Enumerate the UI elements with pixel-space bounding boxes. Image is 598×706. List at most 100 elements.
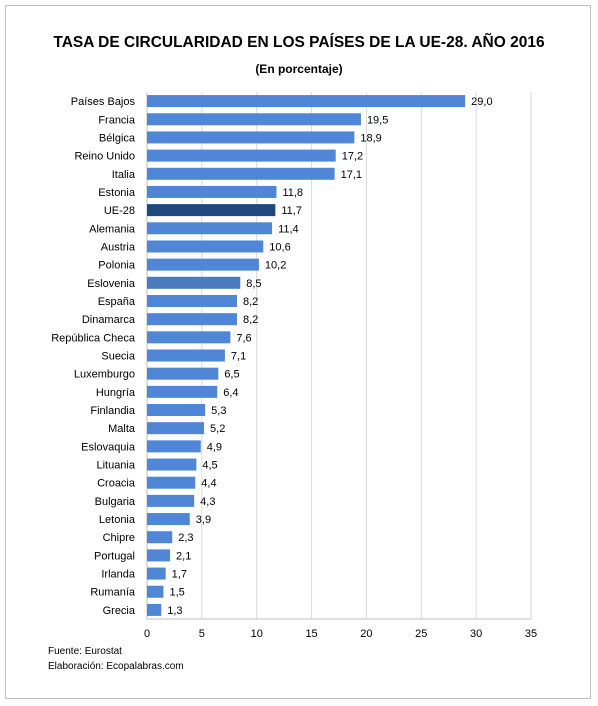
bar xyxy=(147,494,195,507)
category-label: Bulgaria xyxy=(95,496,136,508)
value-label: 18,9 xyxy=(360,132,381,144)
value-label: 10,2 xyxy=(265,260,286,272)
bar xyxy=(147,313,237,326)
category-label: Lituania xyxy=(96,460,135,472)
bar xyxy=(147,404,206,417)
category-label: Dinamarca xyxy=(82,314,136,326)
value-label: 29,0 xyxy=(471,96,492,108)
bar xyxy=(147,113,361,126)
bar xyxy=(147,585,164,598)
category-label: Reino Unido xyxy=(74,151,135,163)
value-label: 5,2 xyxy=(210,423,225,435)
category-label: Italia xyxy=(112,169,136,181)
bar xyxy=(147,567,166,580)
bar xyxy=(147,331,231,344)
bar xyxy=(147,603,162,616)
x-tick-label: 30 xyxy=(470,628,482,640)
category-label: Croacia xyxy=(97,478,136,490)
x-tick-label: 15 xyxy=(305,628,317,640)
value-label: 17,1 xyxy=(341,169,362,181)
value-label: 11,7 xyxy=(281,205,302,217)
category-label: Letonia xyxy=(99,514,136,526)
bar xyxy=(147,258,259,271)
bar xyxy=(147,422,205,435)
bar xyxy=(147,95,466,108)
value-label: 7,6 xyxy=(236,332,251,344)
chart-title: TASA DE CIRCULARIDAD EN LOS PAÍSES DE LA… xyxy=(53,34,545,51)
value-label: 5,3 xyxy=(211,405,226,417)
value-label: 8,5 xyxy=(246,278,261,290)
value-label: 2,3 xyxy=(178,532,193,544)
value-label: 6,5 xyxy=(224,369,239,381)
value-label: 10,6 xyxy=(269,241,290,253)
bar xyxy=(147,222,273,235)
category-label: Malta xyxy=(108,423,136,435)
x-tick-label: 25 xyxy=(415,628,427,640)
value-label: 1,7 xyxy=(172,569,187,581)
value-label: 7,1 xyxy=(231,351,246,363)
category-label: República Checa xyxy=(51,332,136,344)
x-tick-label: 10 xyxy=(251,628,263,640)
source-note: Fuente: Eurostat xyxy=(48,646,122,657)
category-label: Chipre xyxy=(103,532,135,544)
category-label: Rumanía xyxy=(90,587,136,599)
bar xyxy=(147,149,336,162)
bar xyxy=(147,367,219,380)
bar xyxy=(147,204,276,217)
bar xyxy=(147,513,190,526)
x-tick-label: 5 xyxy=(199,628,205,640)
value-label: 8,2 xyxy=(243,296,258,308)
category-label: Irlanda xyxy=(101,569,136,581)
value-label: 1,3 xyxy=(167,605,182,617)
category-label: UE-28 xyxy=(104,205,135,217)
category-label: Eslovenia xyxy=(87,278,136,290)
x-tick-label: 20 xyxy=(360,628,372,640)
category-label: Finlandia xyxy=(90,405,136,417)
category-label: Francia xyxy=(98,114,136,126)
bar xyxy=(147,458,197,471)
chart-subtitle: (En porcentaje) xyxy=(255,62,343,76)
category-label: Alemania xyxy=(89,223,136,235)
category-label: Países Bajos xyxy=(71,96,136,108)
value-label: 11,8 xyxy=(282,187,303,199)
value-label: 11,4 xyxy=(278,223,299,235)
value-label: 1,5 xyxy=(169,587,184,599)
bar xyxy=(147,294,237,307)
bar xyxy=(147,476,196,489)
bar xyxy=(147,185,277,198)
bar xyxy=(147,349,225,362)
category-label: Portugal xyxy=(94,550,135,562)
x-tick-label: 35 xyxy=(525,628,537,640)
bar xyxy=(147,440,201,453)
bar xyxy=(147,240,264,253)
bar xyxy=(147,131,355,144)
category-label: Grecia xyxy=(103,605,136,617)
x-tick-label: 0 xyxy=(144,628,150,640)
value-label: 4,3 xyxy=(200,496,215,508)
category-label: Hungría xyxy=(96,387,136,399)
category-label: Bélgica xyxy=(99,132,136,144)
category-label: Polonia xyxy=(98,260,136,272)
category-label: Eslovaquia xyxy=(81,441,136,453)
value-label: 4,5 xyxy=(202,460,217,472)
value-label: 3,9 xyxy=(196,514,211,526)
value-label: 4,4 xyxy=(201,478,216,490)
category-label: Austria xyxy=(101,241,136,253)
category-label: Luxemburgo xyxy=(74,369,135,381)
category-label: Estonia xyxy=(98,187,136,199)
value-label: 17,2 xyxy=(342,151,363,163)
bar xyxy=(147,167,335,180)
value-label: 2,1 xyxy=(176,550,191,562)
category-label: Suecia xyxy=(101,351,136,363)
category-label: España xyxy=(98,296,136,308)
value-label: 19,5 xyxy=(367,114,388,126)
value-label: 6,4 xyxy=(223,387,238,399)
bar xyxy=(147,549,171,562)
value-label: 4,9 xyxy=(207,441,222,453)
value-label: 8,2 xyxy=(243,314,258,326)
bar xyxy=(147,531,173,544)
elaboration-note: Elaboración: Ecopalabras.com xyxy=(48,661,184,672)
bar xyxy=(147,276,241,289)
bar xyxy=(147,385,218,398)
